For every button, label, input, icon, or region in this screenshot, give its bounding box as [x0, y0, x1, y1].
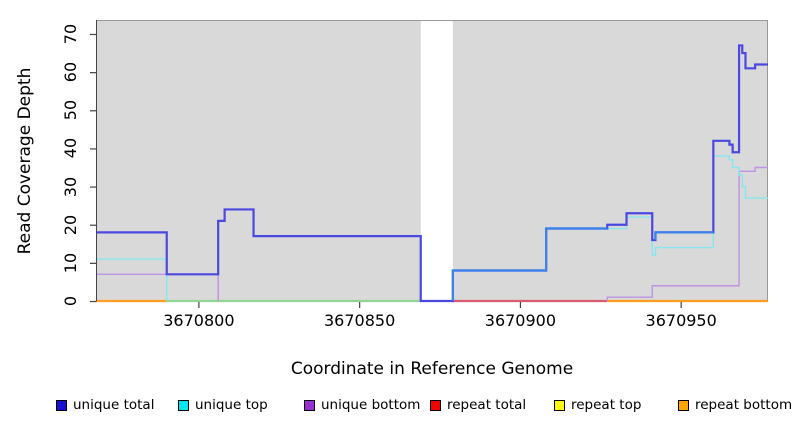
plot-area — [90, 20, 768, 308]
x-tick-label-3670850: 3670850 — [324, 311, 396, 330]
unique-total-line-overlap — [654, 231, 714, 240]
legend-swatch-repeat-total — [430, 400, 441, 411]
x-tick-label-3670950: 3670950 — [645, 311, 717, 330]
legend-swatch-repeat-top — [554, 400, 565, 411]
no-data-gap — [420, 21, 453, 301]
legend-label: unique top — [195, 397, 268, 413]
y-tick-label-70: 70 — [60, 23, 80, 45]
legend-swatch-unique-top — [178, 400, 189, 411]
legend-swatch-repeat-bottom — [678, 400, 689, 411]
legend-label: unique bottom — [321, 397, 421, 413]
legend-label: repeat top — [571, 397, 642, 413]
x-tick-label-3670800: 3670800 — [163, 311, 235, 330]
y-tick-label-40: 40 — [60, 138, 80, 159]
y-tick-label-30: 30 — [60, 176, 80, 197]
y-tick-label-0: 0 — [60, 295, 80, 307]
y-tick-label-20: 20 — [60, 214, 80, 235]
legend-label: unique total — [73, 397, 155, 413]
legend-label: repeat total — [447, 397, 527, 413]
y-tick-label-60: 60 — [60, 61, 80, 83]
legend: unique total unique top unique bottom repea… — [0, 396, 792, 416]
unique-total-line-overlap — [451, 227, 608, 301]
legend-swatch-unique-total — [56, 400, 67, 411]
y-axis-title: Read Coverage Depth — [15, 67, 35, 255]
legend-swatch-unique-bottom — [304, 400, 315, 411]
y-tick-label-10: 10 — [60, 252, 80, 274]
x-tick-label-3670900: 3670900 — [484, 311, 557, 330]
unique-total-line — [96, 44, 768, 303]
x-axis-title: Coordinate in Reference Genome — [290, 359, 574, 379]
legend-label: repeat bottom — [695, 397, 792, 413]
unique-bottom-line — [606, 166, 768, 301]
y-tick-label-50: 50 — [60, 100, 80, 121]
